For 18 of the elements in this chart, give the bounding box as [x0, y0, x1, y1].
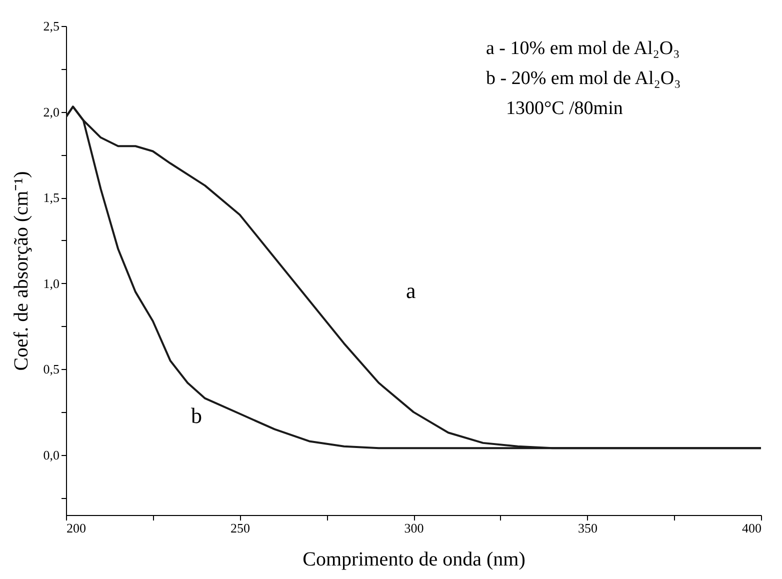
x-axis-title: Comprimento de onda (nm) — [302, 548, 526, 570]
x-tick-label: 250 — [230, 520, 250, 536]
x-tick-label: 400 — [742, 520, 762, 536]
annotation: b — [191, 403, 202, 428]
annotation: a — [406, 278, 416, 303]
annotation: 1300°C /80min — [506, 98, 624, 119]
y-tick-label: 0,5 — [43, 362, 60, 377]
y-tick-label: 0,0 — [43, 447, 60, 462]
x-tick-label: 300 — [404, 520, 424, 536]
annotation: a - 10% em mol de Al₂O₃ — [486, 38, 680, 59]
y-tick-label: 2,0 — [43, 104, 60, 120]
y-tick-label: 2,5 — [43, 18, 60, 34]
y-axis-title: Coef. de absorção (cm⁻¹) — [10, 171, 32, 371]
y-tick-label: 1,0 — [43, 276, 60, 291]
annotation: b - 20% em mol de Al₂O₃ — [486, 68, 681, 89]
x-tick-label: 350 — [578, 520, 598, 536]
x-tick-label: 200 — [66, 520, 86, 536]
y-tick-label: 1,5 — [43, 190, 60, 206]
